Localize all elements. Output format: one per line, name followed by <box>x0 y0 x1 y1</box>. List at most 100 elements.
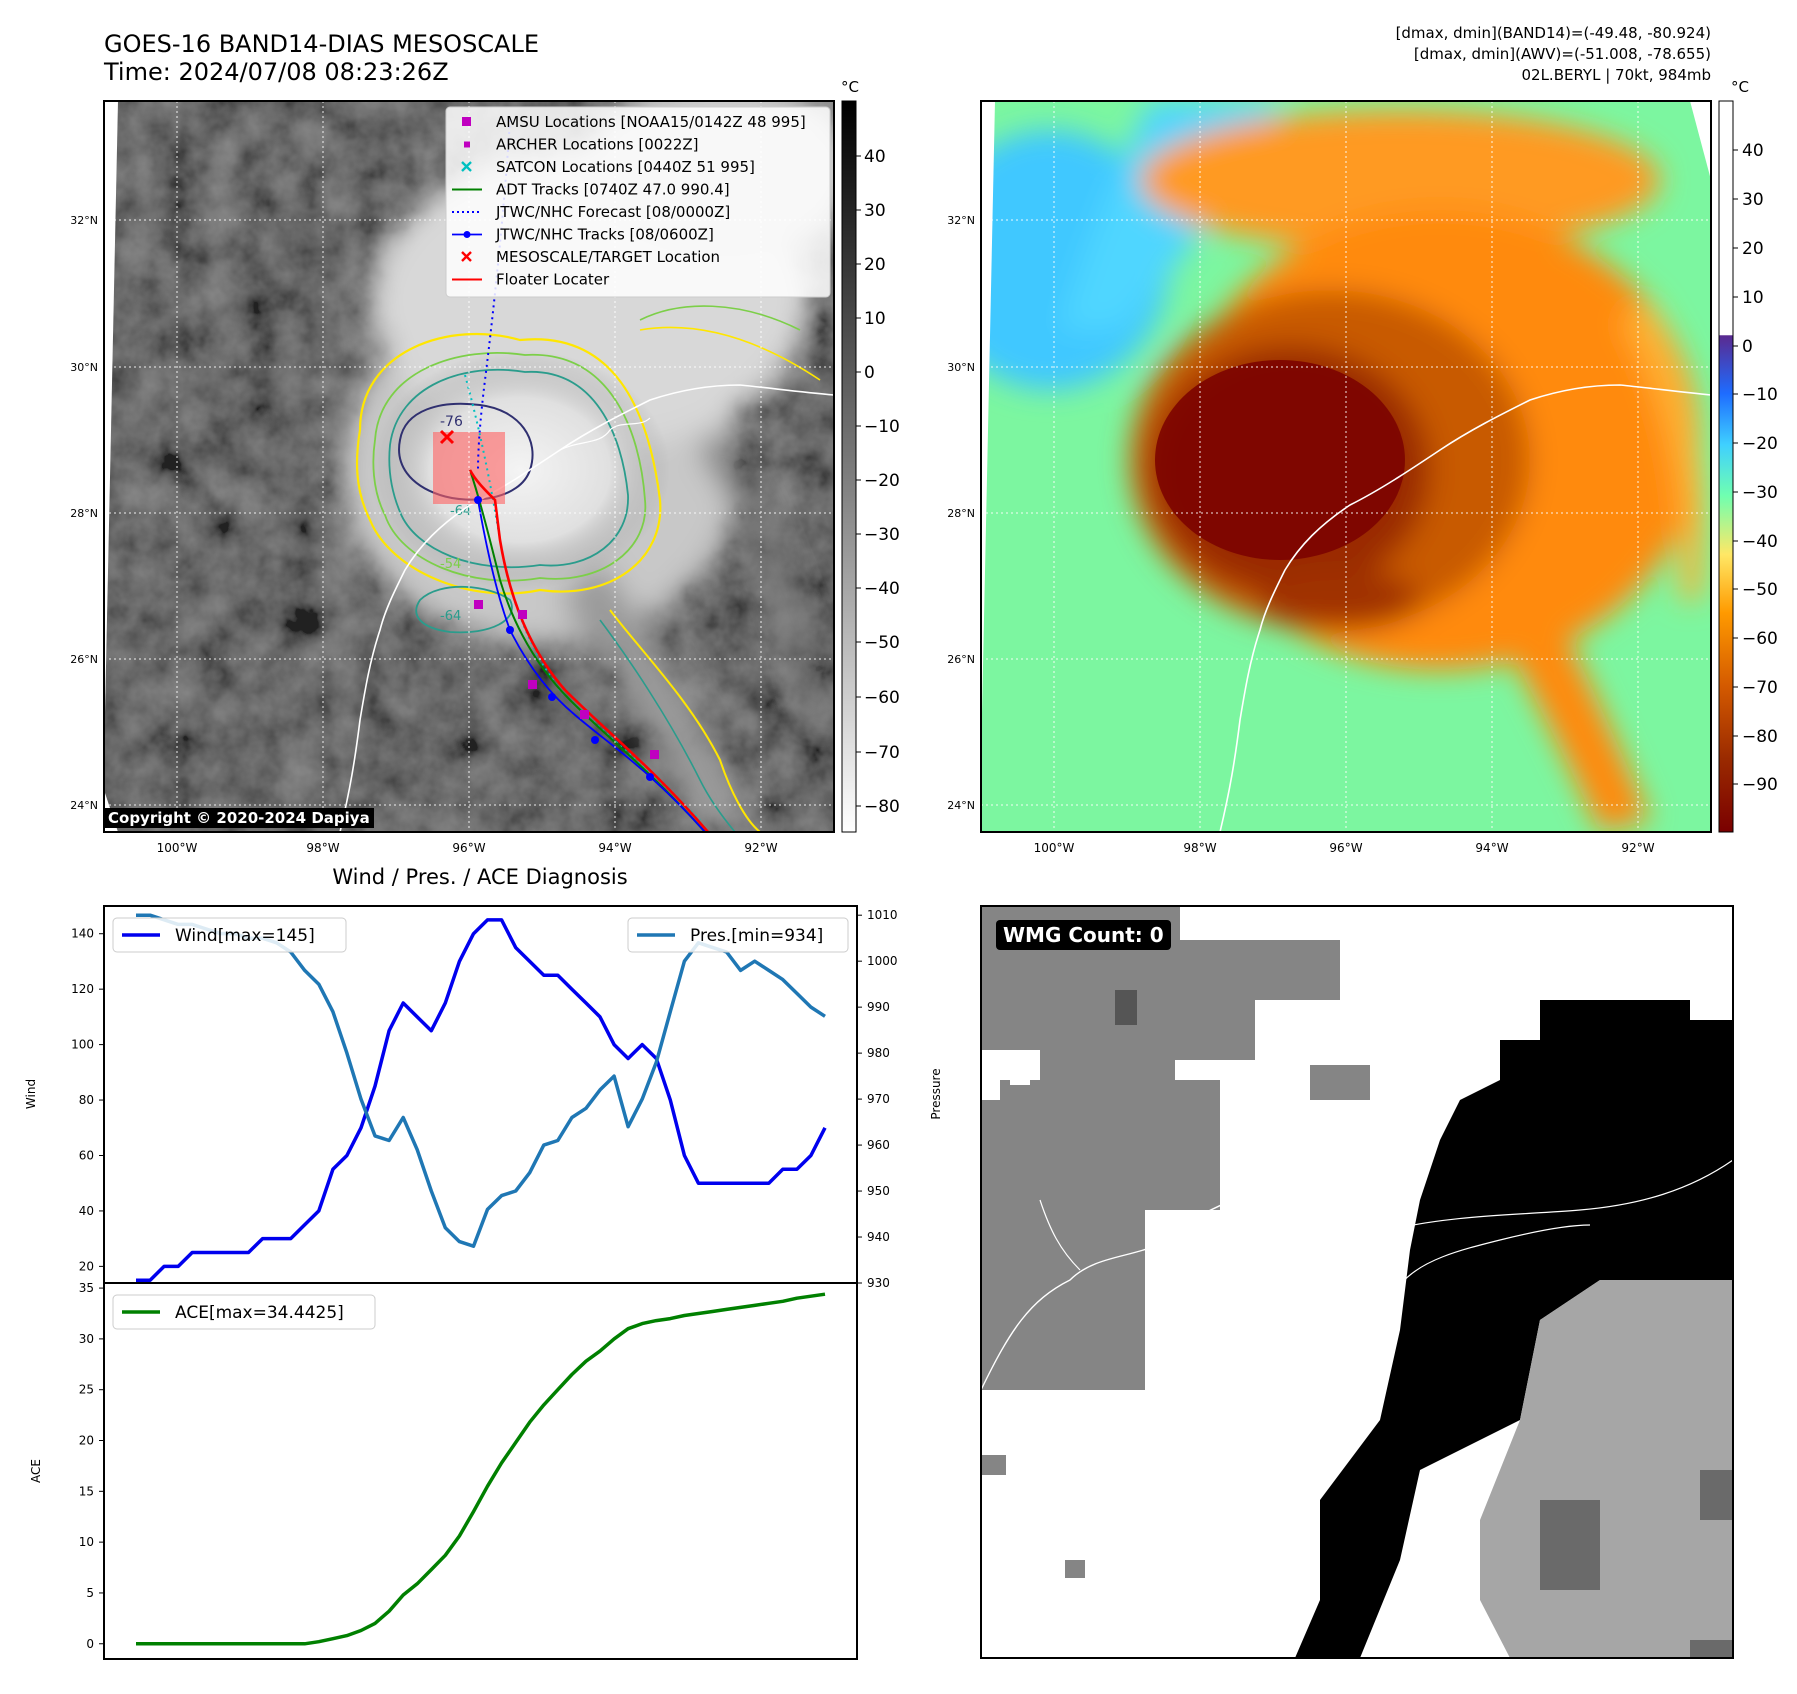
legend-label: AMSU Locations [NOAA15/0142Z 48 995] <box>496 113 806 131</box>
wind-tick-label: 140 <box>71 927 94 941</box>
legend-marker <box>462 117 471 126</box>
pressure-tick-label: 1010 <box>867 908 898 922</box>
wind-legend: Wind[max=145] <box>112 917 347 953</box>
ir-colorbar-tick: −80 <box>864 797 900 817</box>
storm-info: 02L.BERYL | 70kt, 984mb <box>1521 66 1711 84</box>
wind-tick-label: 60 <box>79 1148 94 1162</box>
ace-tick-label: 10 <box>79 1535 94 1549</box>
lat-tick-label: 32°N <box>70 214 98 227</box>
dias-colorbar-tick: 30 <box>1742 190 1764 210</box>
ace-tick-label: 20 <box>79 1434 94 1448</box>
dias-colorbar: °C 40 30 20 10 0 −10 −20 −30 −40 −50 −60 −70 −80 −90 <box>1718 78 1778 833</box>
legend-label: ARCHER Locations [0022Z] <box>496 136 699 154</box>
legend-label: JTWC/NHC Forecast [08/0000Z] <box>495 203 730 221</box>
ir-colorbar-tick: 30 <box>864 201 886 221</box>
ir-map: -76 -64 -64 -54 <box>103 100 835 833</box>
pressure-tick-label: 980 <box>867 1046 890 1060</box>
ace-series-line <box>136 1292 826 1646</box>
wind-legend-label: Wind[max=145] <box>175 926 315 946</box>
figure-title: GOES-16 BAND14-DIAS MESOSCALE <box>104 30 539 58</box>
wmg-count-badge: WMG Count: 0 <box>996 920 1171 950</box>
wmg-panel <box>980 905 1734 1659</box>
lon-tick-label: 96°W <box>452 841 485 855</box>
dias-colorbar-tick: −10 <box>1742 385 1778 405</box>
ace-tick-label: 15 <box>79 1484 94 1498</box>
dias-colorbar-tick: −30 <box>1742 483 1778 503</box>
pressure-tick-label: 1000 <box>867 954 898 968</box>
stats-awv: [dmax, dmin](AWV)=(-51.008, -78.655) <box>1414 45 1711 63</box>
dias-colorbar-tick: −50 <box>1742 580 1778 600</box>
lat-tick-label: 28°N <box>70 507 98 520</box>
lat-tick-label: 28°N <box>947 507 975 520</box>
lon-tick-label: 100°W <box>157 841 198 855</box>
ir-legend: AMSU Locations [NOAA15/0142Z 48 995] ARCH… <box>445 106 831 298</box>
ir-colorbar-tick: 10 <box>864 309 886 329</box>
legend-entry: SATCON Locations [0440Z 51 995] <box>461 158 755 176</box>
dias-colorbar-tick: 0 <box>1742 337 1753 357</box>
ace-tick-label: 30 <box>79 1332 94 1346</box>
pressure-legend-label: Pres.[min=934] <box>690 926 823 946</box>
lon-tick-label: 92°W <box>744 841 777 855</box>
legend-entry: MESOSCALE/TARGET Location <box>461 248 720 266</box>
ir-colorbar-tick: 40 <box>864 147 886 167</box>
lat-tick-label: 30°N <box>947 361 975 374</box>
dias-colorbar-tick: 40 <box>1742 141 1764 161</box>
lon-tick-label: 94°W <box>598 841 631 855</box>
ir-colorbar-tick: 20 <box>864 255 886 275</box>
lon-tick-label: 92°W <box>1621 841 1654 855</box>
legend-entry: JTWC/NHC Forecast [08/0000Z] <box>452 203 730 221</box>
dias-colorbar-tick: 20 <box>1742 239 1764 259</box>
lat-tick-label: 32°N <box>947 214 975 227</box>
lat-tick-label: 24°N <box>70 799 98 812</box>
legend-marker <box>461 251 472 262</box>
copyright-badge: Copyright © 2020-2024 Dapiya <box>104 808 374 828</box>
lon-tick-label: 98°W <box>1183 841 1216 855</box>
diagnosis-title: Wind / Pres. / ACE Diagnosis <box>332 865 627 889</box>
wind-tick-label: 40 <box>79 1204 94 1218</box>
dias-colorbar-tick: −20 <box>1742 434 1778 454</box>
contour-label: -54 <box>440 557 461 572</box>
pressure-tick-label: 960 <box>867 1138 890 1152</box>
pressure-tick-label: 940 <box>867 1230 890 1244</box>
dias-colorbar-tick: −60 <box>1742 629 1778 649</box>
ir-colorbar: °C 40 30 20 10 0 −10 −20 −30 −40 −50 −60 −70 −80 <box>841 78 900 833</box>
wind-tick-label: 80 <box>79 1093 94 1107</box>
ir-colorbar-tick: −70 <box>864 743 900 763</box>
legend-entry: Floater Locater <box>452 271 610 289</box>
ace-tick-label: 25 <box>79 1383 94 1397</box>
lon-tick-label: 98°W <box>306 841 339 855</box>
legend-entry: ARCHER Locations [0022Z] <box>464 136 699 154</box>
wind-pressure-chart: Wind / Pres. / ACE Diagnosis Wind Pressu… <box>24 865 943 1290</box>
lon-tick-label: 96°W <box>1329 841 1362 855</box>
figure-time: Time: 2024/07/08 08:23:26Z <box>103 58 449 86</box>
ace-legend-label: ACE[max=34.4425] <box>175 1303 344 1323</box>
legend-entry: ADT Tracks [0740Z 47.0 990.4] <box>452 181 730 199</box>
dias-colorbar-tick: −80 <box>1742 727 1778 747</box>
pressure-tick-label: 990 <box>867 1000 890 1014</box>
pressure-tick-label: 970 <box>867 1092 890 1106</box>
ace-chart: ACE 0 5 10 15 20 25 30 35 ACE[max=34.4425] <box>29 1281 858 1660</box>
legend-marker <box>461 161 472 172</box>
stats-band14: [dmax, dmin](BAND14)=(-49.48, -80.924) <box>1396 24 1711 42</box>
ace-axis-label: ACE <box>29 1459 43 1483</box>
contour-label: -76 <box>440 414 463 430</box>
lat-tick-label: 24°N <box>947 799 975 812</box>
lat-tick-label: 26°N <box>947 653 975 666</box>
legend-label: SATCON Locations [0440Z 51 995] <box>496 158 755 176</box>
legend-entry: AMSU Locations [NOAA15/0142Z 48 995] <box>462 113 806 131</box>
wind-tick-label: 20 <box>79 1259 94 1273</box>
dias-colorbar-tick: 10 <box>1742 288 1764 308</box>
ir-colorbar-tick: −30 <box>864 525 900 545</box>
lon-tick-label: 100°W <box>1034 841 1075 855</box>
pressure-tick-label: 950 <box>867 1184 890 1198</box>
map-axis-ticks: 32°N 32°N 30°N 30°N 28°N 28°N 26°N 26°N 24°N 24°N… <box>70 214 1654 855</box>
legend-entry: JTWC/NHC Tracks [08/0600Z] <box>452 226 714 244</box>
dias-map <box>980 100 1712 833</box>
ir-colorbar-tick: 0 <box>864 363 875 383</box>
ir-colorbar-tick: −20 <box>864 471 900 491</box>
legend-label: Floater Locater <box>496 271 610 289</box>
ir-colorbar-unit: °C <box>841 78 859 96</box>
contour-label: -64 <box>440 609 461 624</box>
ir-colorbar-tick: −10 <box>864 417 900 437</box>
